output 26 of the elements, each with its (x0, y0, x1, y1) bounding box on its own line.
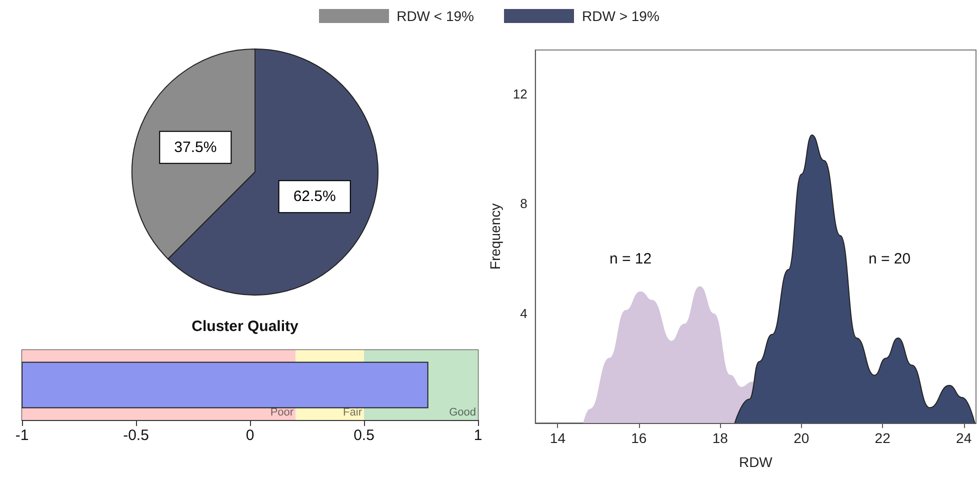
x-tick-label: 16 (631, 430, 647, 446)
x-tick-label: 1 (474, 427, 482, 444)
x-tick-label: 22 (874, 430, 891, 446)
band-label: Good (449, 406, 476, 418)
x-axis-title: RDW (738, 454, 774, 470)
legend-label: RDW > 19% (582, 8, 660, 24)
annotation: n = 20 (868, 250, 911, 268)
y-axis-title: Frequency (487, 203, 503, 270)
x-tick-label: 24 (956, 430, 972, 446)
legend-label: RDW < 19% (396, 8, 474, 24)
y-tick-label: 4 (520, 306, 528, 321)
x-tick-label: -1 (15, 427, 29, 444)
band-label: Poor (270, 406, 294, 418)
chart-title: Cluster Quality (192, 318, 299, 335)
x-tick-label: 18 (712, 430, 728, 446)
x-tick-label: 0.5 (354, 427, 374, 444)
x-tick-label: -0.5 (123, 427, 149, 444)
x-tick-label: 20 (794, 430, 810, 446)
x-tick-label: 0 (246, 427, 254, 444)
x-tick-label: 14 (550, 430, 566, 446)
data-label: 62.5% (293, 188, 336, 206)
y-tick-label: 12 (512, 86, 528, 102)
band-label: Fair (343, 406, 362, 418)
data-label: 37.5% (174, 138, 217, 156)
y-tick-label: 8 (520, 196, 528, 212)
annotation: n = 12 (609, 250, 652, 268)
